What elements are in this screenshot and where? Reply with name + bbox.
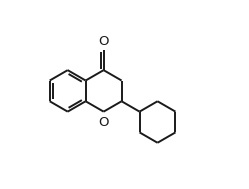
Text: O: O (98, 116, 109, 129)
Text: O: O (98, 35, 109, 48)
